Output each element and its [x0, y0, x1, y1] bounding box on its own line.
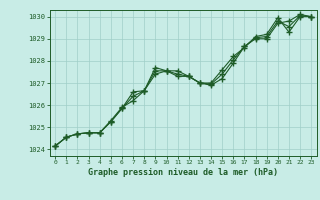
- X-axis label: Graphe pression niveau de la mer (hPa): Graphe pression niveau de la mer (hPa): [88, 168, 278, 177]
